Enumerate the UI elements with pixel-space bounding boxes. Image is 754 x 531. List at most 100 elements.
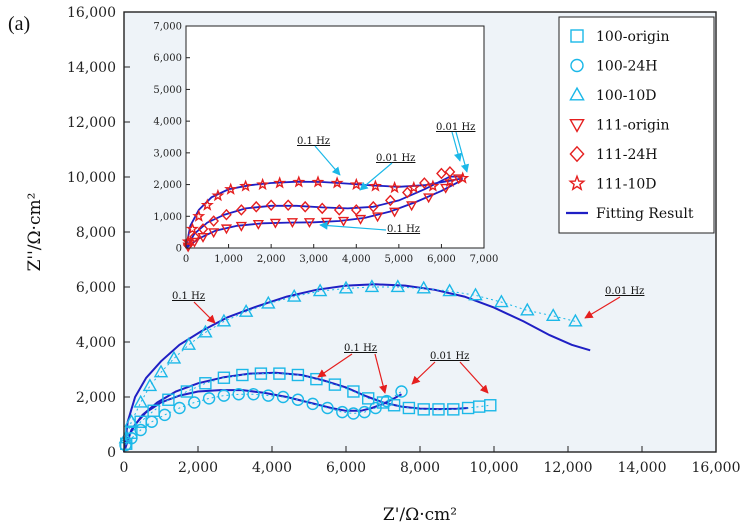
main-100-24h-point	[247, 388, 260, 401]
inset-y-tick-label: 2,000	[153, 180, 182, 191]
main-fit-100-10d-line	[123, 283, 591, 453]
main-annotations: 0.1 Hz 0.01 Hz 0.1 Hz 0.01 Hz	[172, 286, 644, 394]
main-100-origin-point	[402, 401, 416, 415]
inset-frequency-label: 0.1 Hz	[387, 224, 420, 235]
main-100-10d-point	[261, 295, 276, 309]
inset-111-10d-point	[407, 180, 421, 194]
legend-111-10d-marker	[568, 174, 586, 191]
main-100-10d-point	[124, 414, 139, 427]
inset-y-tick-label: 4,000	[153, 117, 182, 128]
main-100-24h-point	[395, 385, 408, 398]
inset-111-origin-point	[354, 214, 367, 225]
inset-111-24h-point	[350, 204, 362, 216]
main-100-origin-point	[254, 367, 268, 380]
inset-111-10d-point	[273, 176, 287, 189]
main-100-24h-point	[202, 392, 216, 405]
main-100-10d-connector	[125, 286, 576, 439]
main-100-origin-point	[417, 403, 430, 416]
inset-111-10d-point	[200, 198, 214, 211]
inset-111-24h-point	[436, 167, 447, 180]
inset-frequency-label: 0.01 Hz	[376, 153, 415, 164]
main-100-10d-point	[390, 279, 406, 293]
main-100-origin-point	[180, 385, 194, 398]
inset-111-10d-point	[388, 180, 402, 194]
main-100-10d-point	[238, 304, 254, 317]
inset-111-24h-point	[189, 231, 200, 243]
inset-111-24h-point	[235, 204, 247, 216]
main-100-origin-point	[217, 371, 231, 384]
inset-111-10d-point	[181, 234, 195, 248]
inset-111-24h-point	[182, 238, 194, 251]
main-y-tick-label: 0	[107, 445, 116, 461]
main-100-24h-point	[145, 415, 158, 428]
main-x-tick-label: 12,000	[544, 460, 593, 476]
inset-x-tick-label: 2,000	[257, 254, 286, 265]
main-annotation-arrow	[584, 296, 621, 319]
main-100-24h-point	[217, 389, 231, 402]
main-y-tick-label: 8,000	[76, 225, 116, 241]
inset-plot-frame	[185, 25, 485, 249]
inset-y-tick-label: 5,000	[153, 85, 182, 96]
main-100-24h-point	[306, 397, 319, 411]
inset-y-tick-label: 7,000	[153, 22, 182, 33]
main-frequency-label: 0.1 Hz	[172, 291, 205, 302]
main-x-tick-label: 16,000	[692, 460, 741, 476]
legend: 100-origin 100-24H 100-10D 111-origin 111-24…	[558, 16, 715, 234]
x-axis-title: Z'/Ω·cm²	[383, 505, 457, 525]
inset-x-tick-label: 3,000	[299, 254, 328, 265]
inset-111-origin-point	[440, 183, 452, 194]
main-100-10d-point	[216, 313, 232, 327]
legend-111-origin-label: 111-origin	[596, 118, 670, 134]
inset-111-10d-point	[292, 175, 306, 188]
inset-annotation-arrow	[319, 221, 387, 231]
main-100-10d-point	[118, 430, 134, 444]
legend-111-10d-label: 111-10D	[596, 177, 657, 193]
main-100-24h-point	[173, 401, 186, 415]
legend-111-24h-label: 111-24H	[596, 147, 657, 163]
main-y-tick-label: 12,000	[67, 115, 116, 131]
inset-111-24h-point	[265, 199, 277, 212]
inset-111-24h-point	[299, 200, 311, 213]
main-100-origin-point	[447, 403, 460, 416]
main-y-tick-label: 4,000	[76, 335, 116, 351]
main-100-10d-point	[286, 288, 302, 302]
inset-111-24h-point	[250, 200, 262, 213]
main-y-tick-label: 16,000	[67, 5, 116, 21]
inset-frequency-label: 0.1 Hz	[297, 136, 330, 147]
main-plot-frame	[123, 11, 717, 453]
inset-111-origin-point	[252, 219, 264, 230]
inset-frequency-label: 0.01 Hz	[436, 122, 475, 133]
main-100-24h-point	[291, 393, 305, 406]
inset-y-tick-label: 6,000	[153, 53, 182, 64]
inset-111-origin-point	[371, 212, 384, 223]
main-100-10d-point	[153, 364, 169, 378]
inset-111-origin-point	[389, 207, 401, 218]
main-100-10d-point	[312, 283, 328, 297]
inset-annotation-arrow	[314, 145, 341, 176]
inset-y-tick-label: 0	[176, 244, 182, 255]
main-100-24h-point	[369, 401, 382, 415]
legend-100-10d-label: 100-10D	[596, 88, 657, 104]
main-100-10d-point	[338, 280, 354, 294]
main-100-10d-point	[181, 337, 196, 350]
inset-111-24h-point	[384, 194, 396, 207]
inset-x-tick-label: 4,000	[342, 254, 371, 265]
inset-annotation-arrow	[359, 162, 393, 191]
inset-111-10d-point	[443, 174, 457, 187]
main-100-24h-point	[232, 388, 245, 401]
inset-y-tick-label: 3,000	[153, 148, 182, 159]
inset-111-10d-point	[192, 209, 206, 222]
main-annotation-arrow	[459, 361, 489, 394]
main-100-24h-point	[188, 396, 201, 409]
inset-111-origin-point	[188, 237, 201, 248]
inset-annotation-arrow	[455, 131, 470, 173]
main-100-10d-point	[133, 394, 148, 408]
inset-111-origin-point	[337, 216, 350, 227]
main-100-origin-point	[347, 385, 360, 398]
inset-axis-ticks: 0 1,000 2,000 3,000 4,000 5,000 6,000 7,000 0 1,0…	[153, 22, 498, 266]
main-frequency-label: 0.01 Hz	[605, 286, 644, 297]
main-100-24h-point	[158, 408, 171, 422]
inset-111-10d-point	[456, 171, 470, 184]
main-100-origin-point	[432, 403, 445, 416]
main-x-tick-label: 14,000	[618, 460, 667, 476]
